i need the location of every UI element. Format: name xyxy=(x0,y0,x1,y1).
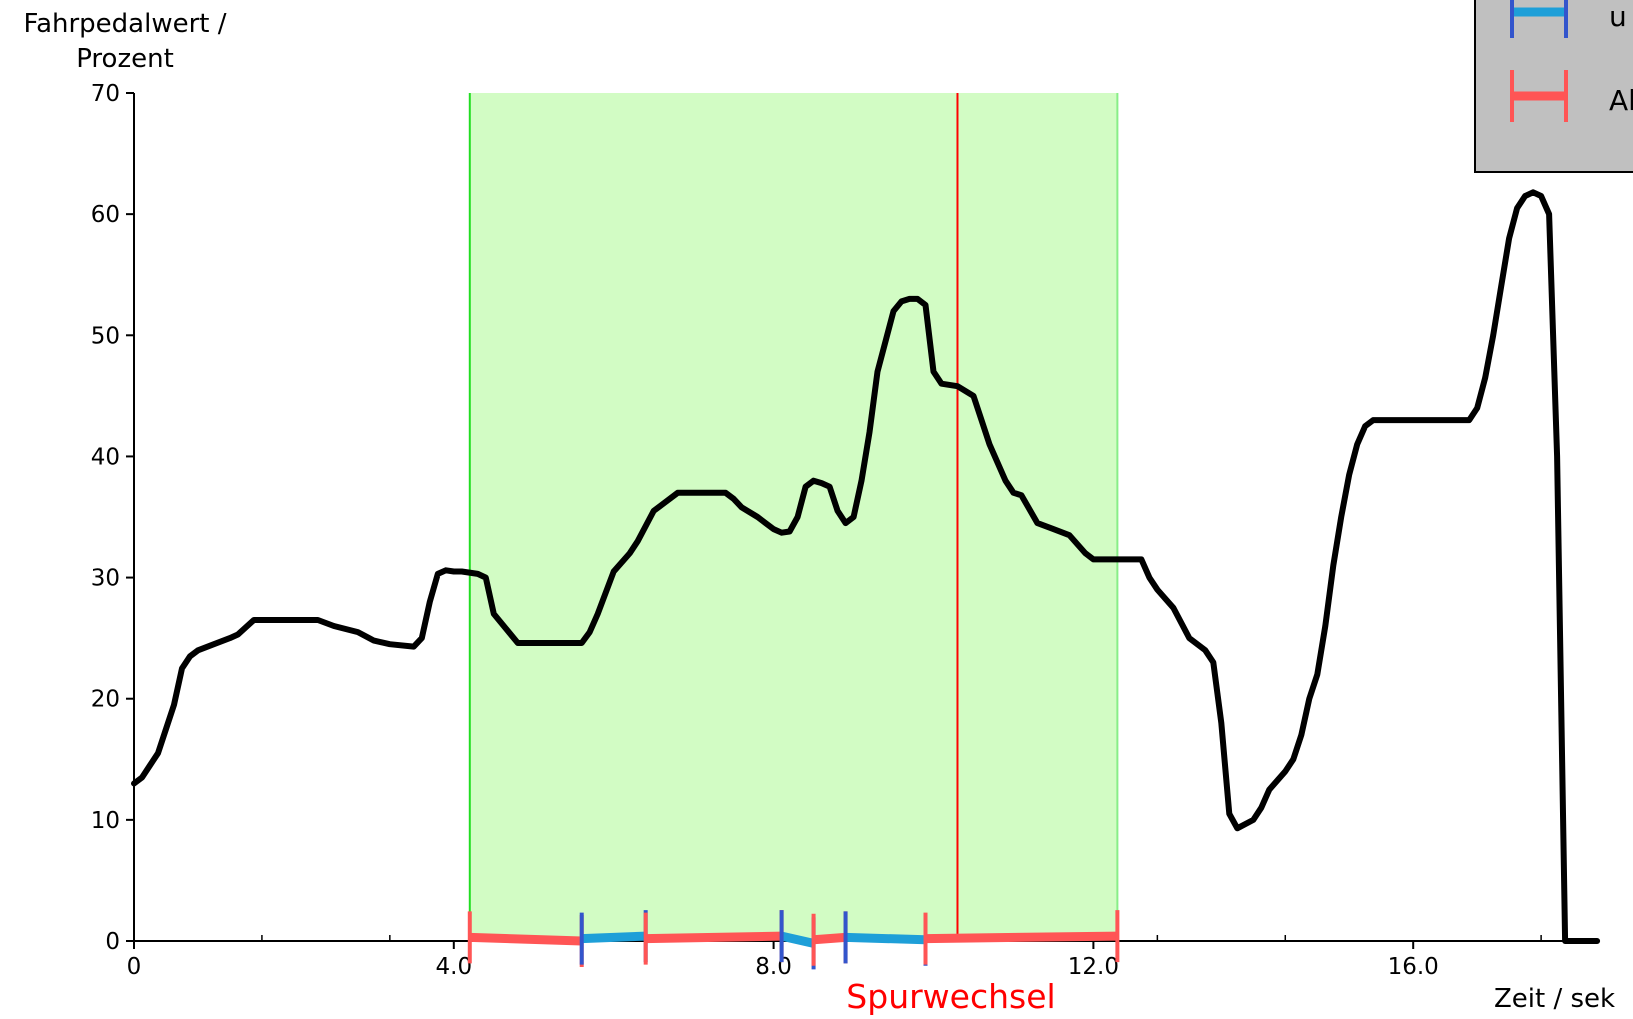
segment-bar xyxy=(925,931,1118,944)
segment-bar xyxy=(780,931,815,948)
segment-bar xyxy=(469,932,582,946)
y-tick-label: 20 xyxy=(91,687,120,713)
y-tick-label: 60 xyxy=(91,202,120,228)
y-tick-label: 0 xyxy=(105,929,120,955)
highlight-region xyxy=(469,93,1118,941)
legend-label: Al xyxy=(1609,84,1633,117)
y-tick-label: 70 xyxy=(91,81,120,107)
labels-layer: Fahrpedalwert / Prozent Zeit / sek Spurw… xyxy=(24,9,1616,1016)
segment-bar xyxy=(845,932,926,945)
x-tick-label: 16.0 xyxy=(1388,954,1439,980)
x-tick-label: 8.0 xyxy=(755,954,792,980)
y-tick-label: 30 xyxy=(91,566,120,592)
series-layer xyxy=(131,189,1601,944)
legend-label: u xyxy=(1609,0,1627,33)
y-axis-label-line2: Prozent xyxy=(76,44,174,74)
series-line xyxy=(131,189,1601,944)
legend: u Al xyxy=(1474,0,1633,173)
y-axis-label-line1: Fahrpedalwert / xyxy=(24,9,227,39)
x-tick-label: 0 xyxy=(127,954,142,980)
legend-box xyxy=(1474,0,1633,173)
ticks-layer: 0 10 20 30 40 50 60 70 0 4.0 8.0 12.0 16.0 xyxy=(91,81,1542,980)
segment-bar xyxy=(645,931,782,944)
segment-bar xyxy=(581,931,646,944)
highlight-region-layer xyxy=(468,93,1119,941)
x-axis-label: Zeit / sek xyxy=(1494,984,1615,1014)
bottom-segments-layer xyxy=(467,910,1120,970)
y-tick-label: 40 xyxy=(91,444,120,470)
y-tick-label: 10 xyxy=(91,808,120,834)
y-tick-label: 50 xyxy=(91,323,120,349)
event-marker-label: Spurwechsel xyxy=(846,977,1055,1016)
segment-bar xyxy=(813,932,846,945)
x-tick-label: 4.0 xyxy=(436,954,473,980)
x-tick-label: 12.0 xyxy=(1068,954,1119,980)
